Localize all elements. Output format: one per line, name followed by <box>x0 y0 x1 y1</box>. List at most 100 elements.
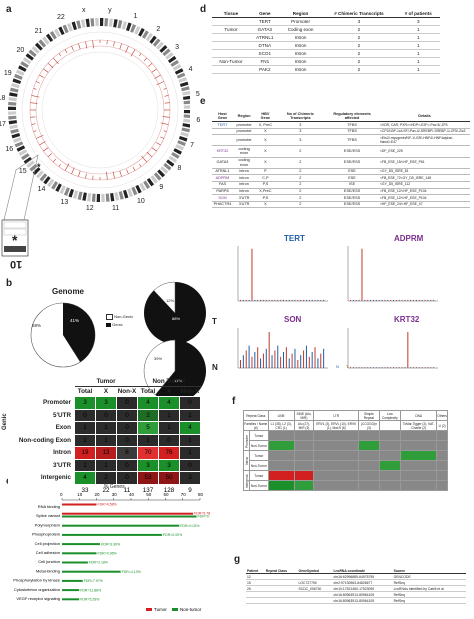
category-label: Phosphoprotein <box>32 532 60 537</box>
breakpoint-tick <box>47 153 52 158</box>
expression-bar <box>251 356 253 368</box>
ideogram-segment <box>43 176 51 185</box>
table-g-cell: RefSeq <box>392 591 466 598</box>
table-g-cell: chr10:17521460-17523090 <box>332 585 393 592</box>
expression-bar <box>350 367 351 368</box>
table-e-cell: ADPRM <box>212 174 233 182</box>
expression-bar <box>277 345 279 368</box>
expression-bar <box>242 299 244 301</box>
breakpoint-tick <box>85 173 87 179</box>
ideogram-segment <box>159 44 168 53</box>
heatmap-row-label: Intron <box>8 446 75 460</box>
expression-bar <box>262 299 264 301</box>
ideogram-segment <box>58 26 65 36</box>
table-d-header: # of patients <box>396 10 440 18</box>
expression-bar <box>381 367 383 368</box>
repeat-cell <box>400 480 438 491</box>
table-d-cell: Coding exon <box>279 25 322 34</box>
ideogram-segment <box>38 39 47 48</box>
chromosome-label: 16 <box>5 146 14 154</box>
table-e-cell: SON <box>212 194 233 202</box>
table-g-cell: RefSeq <box>392 597 466 604</box>
ideogram-segment <box>117 20 123 29</box>
expression-bar <box>407 299 409 301</box>
table-g-cell <box>264 573 298 580</box>
ideogram-segment <box>104 18 109 27</box>
repeat-cell <box>378 480 402 491</box>
table-e-header: HBV Gene <box>255 111 276 122</box>
heatmap-cell: 2 <box>95 471 117 485</box>
chromosome-label: 19 <box>3 69 12 77</box>
legend-swatch-nontumor <box>172 608 178 611</box>
table-row: KRT32 coding exon X 2 ESE/ESS <DF_ESE_225 <box>212 145 470 158</box>
table-g-cell: 26 <box>246 585 265 592</box>
ideogram-segment <box>8 101 17 106</box>
expression-bar <box>297 360 299 368</box>
repeat-cell <box>267 450 295 461</box>
table-e-cell: <CP2/LBP-1c/LSF/-Pax-4/-SREBP/-SREBP-1/-… <box>378 128 470 136</box>
category-label: Cytoskeleton organization <box>14 587 60 592</box>
pct-genes-title: % Genes <box>104 484 125 490</box>
heatmap-cell: 70 <box>137 446 159 460</box>
table-e-cell <box>212 134 233 147</box>
table-d-cell: ATRNL1 <box>249 33 280 42</box>
repeat-cell <box>313 480 360 491</box>
tissue-label: Non-Tumor <box>249 460 269 471</box>
ideogram-segment <box>183 110 190 114</box>
table-d-cell: 1 <box>396 33 440 42</box>
expression-bar <box>288 299 290 301</box>
expression-bar <box>350 299 351 301</box>
table-e-cell: ESE/ESS <box>325 145 379 158</box>
genome-pct-nongenic: 59% <box>32 323 42 328</box>
ideogram-segment <box>118 191 124 200</box>
table-e-cell: PHACTR4 <box>212 201 233 209</box>
expression-bar <box>297 299 299 301</box>
repeat-cell <box>436 450 448 461</box>
legend-genic-label: Genic <box>112 322 123 327</box>
ideogram-segment <box>127 188 133 198</box>
heatmap-cell: 0 <box>116 396 138 410</box>
expression-bar <box>291 353 293 368</box>
table-row: PARP8 intron X,PreC 2 ESE/ESS <FB_ESE_12/<HF_… <box>212 188 470 196</box>
repeat-cell <box>293 450 315 461</box>
table-e-cell: <Ets2/-myogenin/NF-1/-GR/-HNF4/-HNF4alph… <box>378 134 470 147</box>
table-e-cell: X, PreC <box>255 121 276 129</box>
heatmap-cell: 1 <box>74 421 96 435</box>
category-label: Metal-binding <box>36 568 60 573</box>
ideogram-segment <box>113 19 118 28</box>
heatmap-cell: 1 <box>137 433 159 447</box>
panel-label-d: d <box>200 4 207 15</box>
ideogram-segment <box>108 18 113 27</box>
fdr-label-nontumor: FDR=3.99% <box>101 542 120 546</box>
table-e-cell: ISE <box>325 181 379 189</box>
table-e-cell: GATA3 <box>212 157 233 169</box>
table-e-cell: <DF_ESE_225 <box>378 145 470 158</box>
expression-bar <box>265 299 267 301</box>
heatmap-row: Intergenic 4 2 0 53 50 3 <box>8 471 201 485</box>
repeat-cell <box>293 480 315 491</box>
table-e-cell: <FB_ESE_72<GY_D5_ISRE_148 <box>378 174 470 182</box>
table-d-cell: SCO1 <box>249 49 280 58</box>
group-header-nontumor: Non Tumor <box>137 377 201 387</box>
repeat-cell <box>293 430 315 441</box>
genic-heatmap: Tumor Non Tumor Total X Non-X Total X Non-X P… <box>8 377 201 497</box>
table-d-header: Tissue <box>212 10 250 18</box>
expression-bar <box>381 299 383 301</box>
expression-bar <box>257 299 259 301</box>
repeat-cell <box>358 470 380 481</box>
heatmap-row: Exon 1 1 0 5 1 4 <box>8 421 201 435</box>
heatmap-cell: 4 <box>137 396 159 410</box>
tissue-label: Tumor <box>249 430 269 441</box>
breakpoint-tick <box>43 68 49 73</box>
fdr-label-nontumor: FDR=7.97% <box>84 579 103 583</box>
chromosome-label: 3 <box>175 43 180 51</box>
heatmap-cell: 1 <box>74 458 96 472</box>
nontumor-pct-small: 39% <box>154 356 163 361</box>
family-cell: Alu (27), MIR (3) <box>293 420 315 431</box>
expression-bar <box>323 348 325 368</box>
breakpoint-tick <box>164 102 170 104</box>
expression-bar <box>305 345 307 368</box>
chromosome-label: 14 <box>37 186 46 194</box>
table-row: Tumor GATA3 Coding exon 2 1 <box>212 25 440 34</box>
table-row: promoter X 3 TFBS <CP2/LBP-1c/LSF/-Pax-4/-SR… <box>212 128 470 136</box>
